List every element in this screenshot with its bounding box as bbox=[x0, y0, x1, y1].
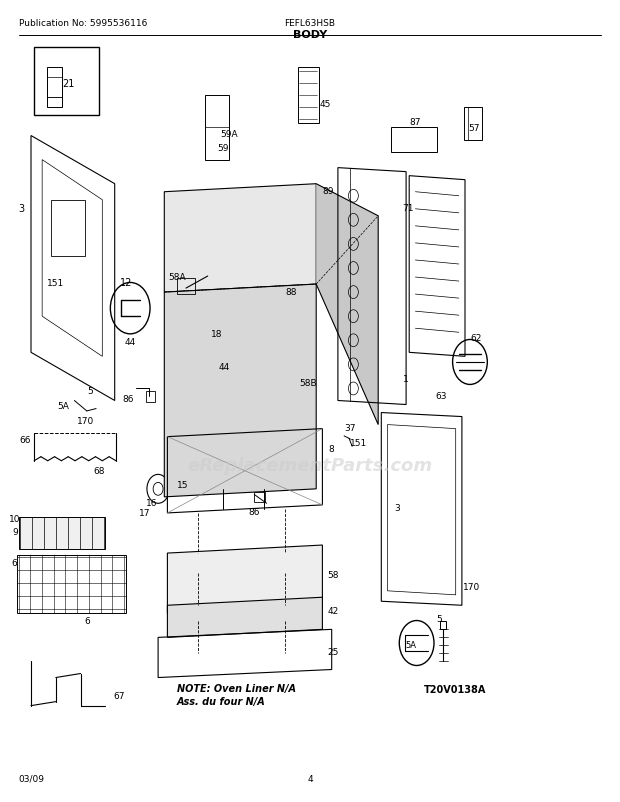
Bar bbox=[391, 128, 437, 152]
Text: 45: 45 bbox=[320, 99, 331, 109]
Text: 6: 6 bbox=[84, 616, 90, 626]
Text: 59: 59 bbox=[218, 144, 229, 153]
Text: FEFL63HSB: FEFL63HSB bbox=[285, 19, 335, 28]
Text: 66: 66 bbox=[19, 435, 30, 444]
Text: 9: 9 bbox=[12, 527, 18, 537]
Bar bbox=[17, 556, 126, 614]
Text: 62: 62 bbox=[471, 334, 482, 343]
Bar bbox=[46, 78, 62, 98]
Text: 63: 63 bbox=[436, 391, 447, 401]
Text: 15: 15 bbox=[177, 480, 188, 490]
Text: 89: 89 bbox=[323, 186, 334, 196]
Text: 16: 16 bbox=[146, 498, 157, 508]
Text: 44: 44 bbox=[219, 363, 230, 372]
Text: 88: 88 bbox=[286, 287, 297, 297]
Bar bbox=[19, 517, 105, 549]
Text: 170: 170 bbox=[463, 582, 480, 592]
Text: 17: 17 bbox=[139, 508, 150, 518]
Text: 5A: 5A bbox=[405, 640, 417, 650]
Polygon shape bbox=[164, 285, 316, 497]
Text: 42: 42 bbox=[327, 606, 339, 616]
Text: 5A: 5A bbox=[57, 401, 69, 411]
Polygon shape bbox=[167, 545, 322, 614]
Text: 151: 151 bbox=[47, 278, 64, 288]
Polygon shape bbox=[316, 184, 378, 425]
Bar bbox=[440, 622, 446, 630]
Text: 03/09: 03/09 bbox=[19, 774, 45, 783]
Bar bbox=[254, 492, 265, 503]
Bar bbox=[34, 48, 99, 116]
Bar bbox=[464, 108, 482, 140]
Bar bbox=[46, 68, 62, 108]
Polygon shape bbox=[167, 597, 322, 638]
Text: 5: 5 bbox=[436, 614, 442, 624]
Text: 58A: 58A bbox=[168, 272, 185, 282]
Text: 58: 58 bbox=[327, 570, 339, 580]
Text: 87: 87 bbox=[410, 117, 421, 127]
Text: T20V0138A: T20V0138A bbox=[424, 684, 487, 694]
Text: 25: 25 bbox=[327, 646, 339, 656]
Text: Publication No: 5995536116: Publication No: 5995536116 bbox=[19, 19, 147, 28]
Text: 59A: 59A bbox=[221, 130, 238, 140]
Text: 170: 170 bbox=[77, 416, 94, 426]
Text: 57: 57 bbox=[469, 124, 480, 133]
Polygon shape bbox=[164, 184, 316, 293]
Text: 1: 1 bbox=[403, 375, 409, 384]
Text: 8: 8 bbox=[329, 444, 335, 454]
Bar bbox=[298, 68, 319, 124]
Text: 37: 37 bbox=[344, 423, 355, 433]
Text: BODY: BODY bbox=[293, 30, 327, 39]
Text: 3: 3 bbox=[19, 204, 25, 213]
Text: 86: 86 bbox=[249, 507, 260, 516]
Text: 3: 3 bbox=[394, 503, 400, 512]
Bar bbox=[177, 278, 195, 294]
Text: 71: 71 bbox=[402, 204, 414, 213]
Text: 67: 67 bbox=[113, 691, 125, 700]
Text: 86: 86 bbox=[123, 394, 134, 403]
Text: NOTE: Oven Liner N/A: NOTE: Oven Liner N/A bbox=[177, 683, 296, 693]
Bar bbox=[205, 96, 229, 160]
Text: 21: 21 bbox=[62, 79, 74, 89]
Text: 68: 68 bbox=[94, 466, 105, 476]
Text: 18: 18 bbox=[211, 330, 223, 339]
Text: 151: 151 bbox=[350, 438, 367, 448]
Text: Ass. du four N/A: Ass. du four N/A bbox=[177, 696, 265, 706]
Text: 12: 12 bbox=[120, 277, 132, 287]
Text: 4: 4 bbox=[307, 774, 313, 783]
Bar bbox=[146, 391, 155, 403]
Bar bbox=[51, 200, 85, 257]
Text: 10: 10 bbox=[9, 514, 20, 524]
Text: 44: 44 bbox=[125, 338, 136, 347]
Text: 58B: 58B bbox=[299, 379, 317, 388]
Text: 5: 5 bbox=[87, 386, 93, 395]
Text: eReplacementParts.com: eReplacementParts.com bbox=[187, 456, 433, 474]
Text: 6: 6 bbox=[11, 558, 17, 568]
